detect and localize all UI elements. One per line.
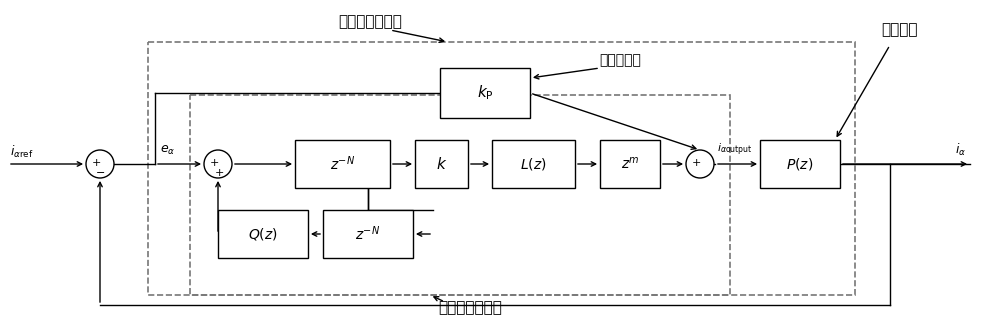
Bar bbox=[190, 95, 730, 295]
Bar bbox=[600, 140, 660, 188]
Text: $i_{\alpha\mathrm{output}}$: $i_{\alpha\mathrm{output}}$ bbox=[717, 142, 753, 158]
Circle shape bbox=[86, 150, 114, 178]
Text: $Q(z)$: $Q(z)$ bbox=[248, 226, 278, 242]
Text: $i_{\alpha\mathrm{ref}}$: $i_{\alpha\mathrm{ref}}$ bbox=[10, 144, 34, 160]
Text: 被控对象: 被控对象 bbox=[882, 23, 918, 38]
Text: +: + bbox=[91, 158, 101, 168]
Text: −: − bbox=[96, 168, 106, 178]
Text: +: + bbox=[209, 158, 219, 168]
Text: 比例控制器: 比例控制器 bbox=[599, 53, 641, 67]
Text: $k$: $k$ bbox=[436, 156, 447, 172]
Bar bbox=[415, 140, 468, 188]
Bar bbox=[492, 140, 575, 188]
Text: $L(z)$: $L(z)$ bbox=[520, 156, 547, 172]
Bar bbox=[148, 42, 855, 295]
Text: +: + bbox=[691, 158, 701, 168]
Bar bbox=[323, 210, 413, 258]
Text: $z^{-N}$: $z^{-N}$ bbox=[355, 225, 381, 243]
Text: $k_\mathrm{P}$: $k_\mathrm{P}$ bbox=[477, 84, 493, 102]
Text: $z^{-N}$: $z^{-N}$ bbox=[330, 155, 355, 173]
Text: 传统重复控制器: 传统重复控制器 bbox=[438, 301, 502, 315]
Bar bbox=[440, 68, 530, 118]
Circle shape bbox=[204, 150, 232, 178]
Circle shape bbox=[686, 150, 714, 178]
Text: $e_{\alpha}$: $e_{\alpha}$ bbox=[160, 143, 175, 156]
Text: +: + bbox=[214, 168, 224, 178]
Bar bbox=[218, 210, 308, 258]
Text: 改进重复控制器: 改进重复控制器 bbox=[338, 15, 402, 30]
Bar bbox=[760, 140, 840, 188]
Text: $z^{m}$: $z^{m}$ bbox=[621, 156, 639, 172]
Text: $i_{\alpha}$: $i_{\alpha}$ bbox=[955, 142, 966, 158]
Bar bbox=[295, 140, 390, 188]
Text: $P(z)$: $P(z)$ bbox=[786, 156, 814, 172]
